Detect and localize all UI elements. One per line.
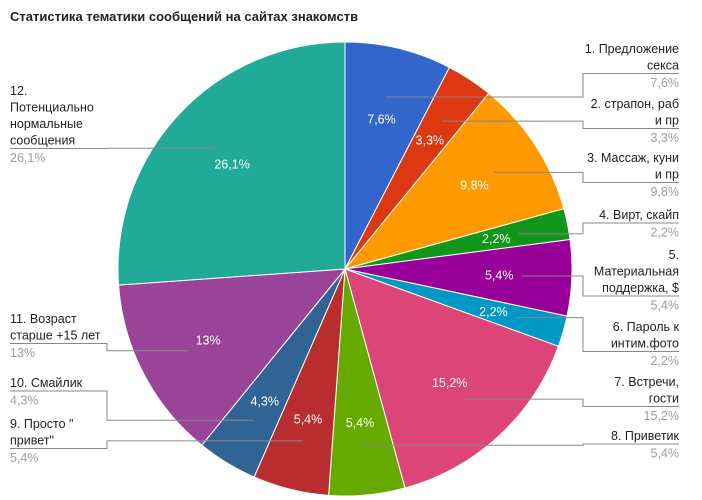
slice-label-7: 15,2% <box>432 376 467 390</box>
leader-line-6 <box>515 317 679 352</box>
legend-label: интим.фото <box>611 337 679 351</box>
slice-labels: 7,6% 3,3% 9,8% 2,2% 5,4% 2,2% 15,2% 5,4% 5,4% 4,3… <box>196 113 514 431</box>
leader-line-4 <box>518 222 679 235</box>
pie-slice-7 <box>344 268 560 489</box>
legend-percent: 2,2% <box>651 226 680 240</box>
legend-label: 2. страпон, раб <box>591 97 679 111</box>
slice-label-10: 4,3% <box>250 394 279 408</box>
leader-lines <box>10 73 679 449</box>
legend-percent: 15,2% <box>644 409 679 423</box>
leader-line-7 <box>465 398 679 407</box>
slice-label-3: 9,8% <box>460 178 489 192</box>
legend: 1. Предложение секса 7,6% 2. страпон, раб и … <box>10 42 680 465</box>
legend-item-5: 5. Материальная поддержка, $ 5,4% <box>594 248 679 313</box>
leader-line-11 <box>10 343 188 352</box>
legend-label: 7. Встречи, <box>614 375 679 389</box>
legend-percent: 3,3% <box>651 131 680 145</box>
legend-label: секса <box>647 59 679 73</box>
legend-percent: 5,4% <box>10 451 39 465</box>
legend-label: и пр <box>655 168 679 182</box>
pie-slice-1 <box>344 41 451 270</box>
legend-item-1: 1. Предложение секса 7,6% <box>585 42 679 90</box>
leader-line-8 <box>362 443 679 446</box>
legend-item-12: 12. Потенциально нормальные сообщения 26,1% <box>10 84 94 165</box>
legend-percent: 13% <box>10 346 35 360</box>
legend-label: 11. Возраст <box>10 312 77 326</box>
slice-label-9: 5,4% <box>294 412 323 426</box>
legend-item-7: 7. Встречи, гости 15,2% <box>614 375 679 423</box>
legend-label: поддержка, $ <box>602 281 679 295</box>
legend-label: старше +15 лет <box>10 329 101 343</box>
legend-item-6: 6. Пароль к интим.фото 2,2% <box>611 320 680 368</box>
legend-item-3: 3. Массаж, куни и пр 9,8% <box>587 151 679 199</box>
legend-percent: 26,1% <box>10 151 45 165</box>
pie-slice-11 <box>118 268 347 446</box>
legend-item-2: 2. страпон, раб и пр 3,3% <box>591 97 679 145</box>
legend-label: 1. Предложение <box>585 42 679 56</box>
legend-percent: 2,2% <box>651 354 680 368</box>
legend-item-8: 8. Приветик 5,4% <box>611 429 680 461</box>
legend-label: Потенциально <box>10 101 94 115</box>
legend-item-10: 10. Смайлик 4,3% <box>10 376 83 408</box>
legend-label: Материальная <box>594 265 679 279</box>
legend-label: 12. <box>10 84 27 98</box>
leader-line-5 <box>521 275 679 297</box>
slice-label-4: 2,2% <box>482 232 511 246</box>
legend-label: гости <box>649 392 679 406</box>
legend-label: 8. Приветик <box>611 429 680 443</box>
legend-percent: 5,4% <box>651 299 680 313</box>
slice-label-1: 7,6% <box>367 113 396 127</box>
slice-label-11: 13% <box>196 334 221 348</box>
legend-label: 6. Пароль к <box>613 320 680 334</box>
legend-label: и пр <box>655 114 679 128</box>
legend-item-11: 11. Возраст старше +15 лет 13% <box>10 312 101 360</box>
legend-label: 4. Вирт, скайп <box>599 208 679 222</box>
leader-line-2 <box>442 120 679 129</box>
legend-percent: 5,4% <box>651 447 680 461</box>
slice-label-6: 2,2% <box>479 305 508 319</box>
pie-slices <box>117 41 573 497</box>
legend-label: сообщения <box>10 134 75 148</box>
pie-slice-12 <box>117 41 346 286</box>
leader-line-10 <box>10 390 253 421</box>
legend-percent: 9,8% <box>651 185 680 199</box>
legend-percent: 7,6% <box>651 76 680 90</box>
leader-line-1 <box>386 73 679 98</box>
legend-item-9: 9. Просто " привет" 5,4% <box>10 417 73 465</box>
leader-line-9 <box>10 440 303 449</box>
legend-label: привет" <box>10 434 54 448</box>
legend-label: нормальные <box>10 117 83 131</box>
slice-label-12: 26,1% <box>214 157 249 171</box>
legend-label: 3. Массаж, куни <box>587 151 679 165</box>
legend-label: 10. Смайлик <box>10 376 83 390</box>
chart-title: Статистика тематики сообщений на сайтах … <box>10 9 358 24</box>
slice-label-5: 5,4% <box>485 269 514 283</box>
legend-label: 9. Просто " <box>10 417 73 431</box>
slice-label-2: 3,3% <box>416 134 445 148</box>
slice-label-8: 5,4% <box>346 416 375 430</box>
leader-line-3 <box>493 171 679 183</box>
legend-label: 5. <box>669 248 679 262</box>
legend-percent: 4,3% <box>10 394 39 408</box>
legend-item-4: 4. Вирт, скайп 2,2% <box>599 208 679 240</box>
pie-slice-3 <box>343 92 565 270</box>
